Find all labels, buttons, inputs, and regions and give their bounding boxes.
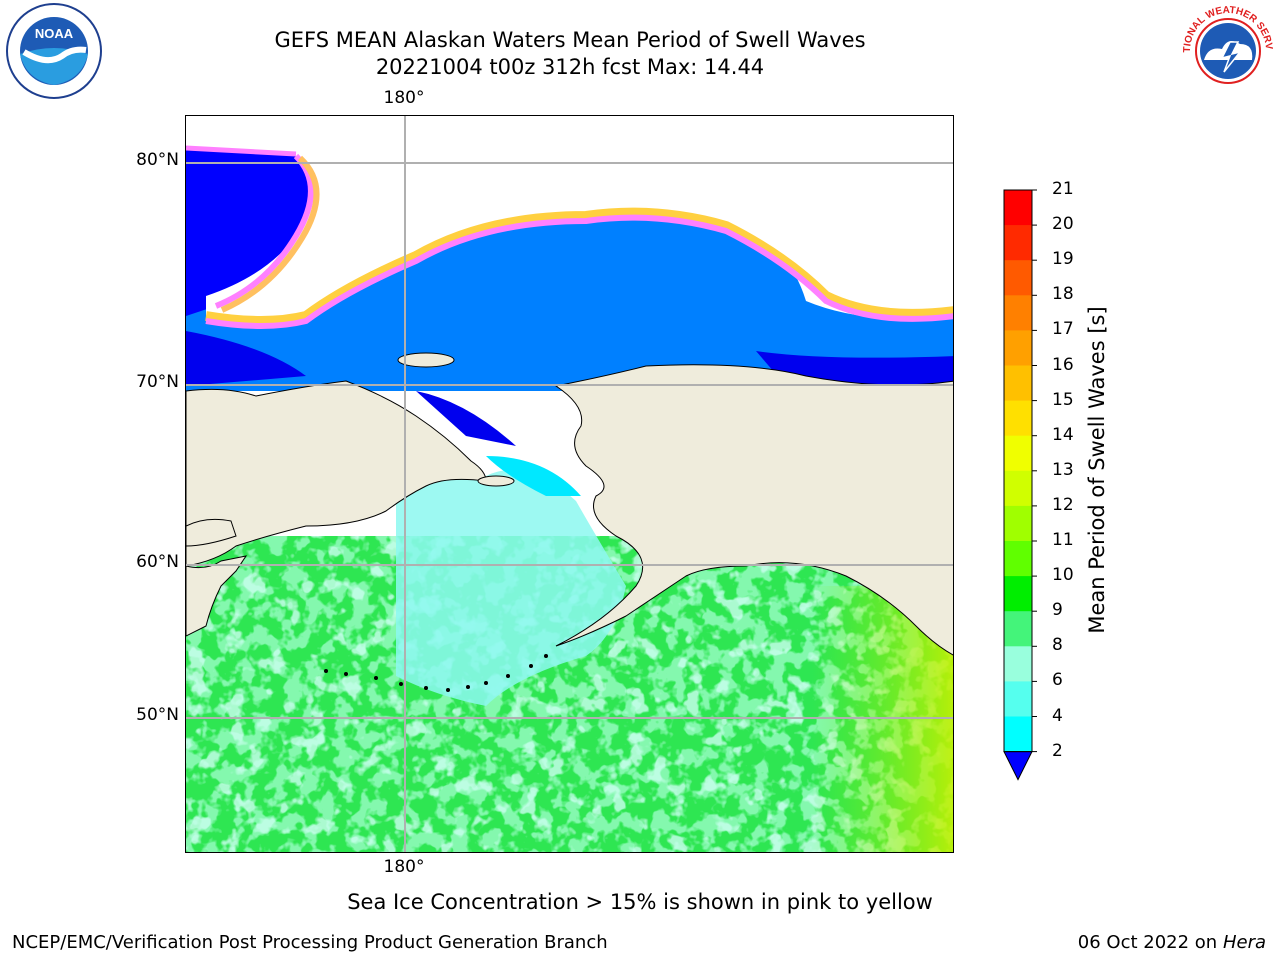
colorbar-segment: [1004, 190, 1032, 226]
ice-edge-pink-west: [214, 153, 314, 309]
chart-subtitle: 20221004 t00z 312h fcst Max: 14.44: [375, 55, 765, 79]
colorbar-tick-label: 15: [1052, 389, 1074, 410]
colorbar-segment: [1004, 716, 1032, 753]
bottom-longitude-label: 180°: [383, 857, 425, 877]
bering-strait-water: [486, 456, 581, 496]
lat-label-60n: 60°N: [136, 552, 179, 572]
colorbar-tick-label: 20: [1052, 214, 1074, 235]
top-longitude-label: 180°: [383, 88, 425, 108]
land-kamchatka: [186, 555, 248, 637]
noaa-logo: NOAA: [2, 2, 106, 104]
lat-label-70n: 70°N: [136, 372, 179, 392]
ice-edge-yellow: [205, 207, 953, 326]
colorbar-tick-label: 10: [1052, 565, 1074, 586]
ice-edge-orange-west: [220, 155, 320, 313]
colorbar-tick-label: 17: [1052, 319, 1074, 340]
colorbar-extend-triangle: [1003, 751, 1033, 781]
footer-host: Hera: [1222, 932, 1266, 953]
colorbar: [1000, 188, 1040, 787]
colorbar-segment: [1004, 400, 1032, 437]
sea-ice-note: Sea Ice Concentration > 15% is shown in …: [347, 890, 933, 914]
colorbar-tick-label: 21: [1052, 179, 1074, 199]
colorbar-segment: [1004, 505, 1032, 542]
footer-date-text: 06 Oct 2022 on: [1077, 932, 1223, 953]
sea-ice-north: [186, 116, 953, 156]
land-siberia-coast: [186, 518, 237, 547]
colorbar-segment: [1004, 646, 1032, 682]
colorbar-segment: [1004, 260, 1032, 296]
colorbar-segment: [1004, 611, 1032, 647]
colorbar-scale: [1003, 189, 1037, 781]
arctic-dark-blue: [186, 146, 311, 316]
ice-edge-pink-north: [186, 145, 297, 157]
wrangel-island: [397, 352, 455, 368]
ice-edge-pink: [205, 214, 953, 329]
colorbar-segment: [1004, 295, 1032, 331]
colorbar-segment: [1004, 541, 1032, 577]
arctic-ocean: [186, 215, 953, 391]
aleutian-islands: [324, 654, 548, 692]
colorbar-tick-label: 18: [1052, 284, 1074, 305]
colorbar-segment: [1004, 470, 1032, 507]
land-alaska: [554, 364, 953, 656]
graticule: [186, 116, 953, 852]
colorbar-tick-label: 13: [1052, 459, 1074, 480]
arctic-deep-blue-west: [186, 331, 306, 386]
national-weather-service-logo: NATIONAL WEATHER SERVICE: [1174, 0, 1278, 104]
colorbar-tick-label: 14: [1052, 424, 1074, 445]
colorbar-tick-label: 16: [1052, 354, 1074, 375]
colorbar-tick-label: 9: [1052, 600, 1063, 621]
colorbar-tick-label: 12: [1052, 494, 1074, 515]
colorbar-tick-label: 19: [1052, 249, 1074, 270]
chart-title: GEFS MEAN Alaskan Waters Mean Period of …: [274, 28, 866, 52]
chukchi-blue: [416, 391, 516, 446]
colorbar-segment: [1004, 576, 1032, 612]
colorbar-tick-label: 6: [1052, 670, 1063, 691]
map-panel: [185, 115, 954, 853]
footer-credit: NCEP/EMC/Verification Post Processing Pr…: [12, 932, 608, 953]
colorbar-segment: [1004, 225, 1032, 261]
lat-label-80n: 80°N: [136, 150, 179, 170]
bering-sea: [396, 464, 626, 706]
colorbar-tick-label: 8: [1052, 635, 1063, 656]
noaa-logo-text: NOAA: [35, 26, 74, 41]
colorbar-tick-label: 4: [1052, 705, 1063, 726]
colorbar-tick-label: 2: [1052, 740, 1063, 761]
footer-date: 06 Oct 2022 on Hera: [1078, 932, 1266, 953]
sea-ice-region: [206, 156, 953, 321]
colorbar-segment: [1004, 365, 1032, 402]
st-lawrence-island: [477, 475, 515, 487]
colorbar-tick-label: 11: [1052, 530, 1074, 550]
colorbar-label: Mean Period of Swell Waves [s]: [1085, 306, 1109, 634]
colorbar-segment: [1004, 330, 1032, 366]
lat-label-50n: 50°N: [136, 705, 179, 725]
colorbar-segment: [1004, 681, 1032, 717]
ocean-long-period: [636, 586, 953, 852]
colorbar-segment: [1004, 435, 1032, 472]
